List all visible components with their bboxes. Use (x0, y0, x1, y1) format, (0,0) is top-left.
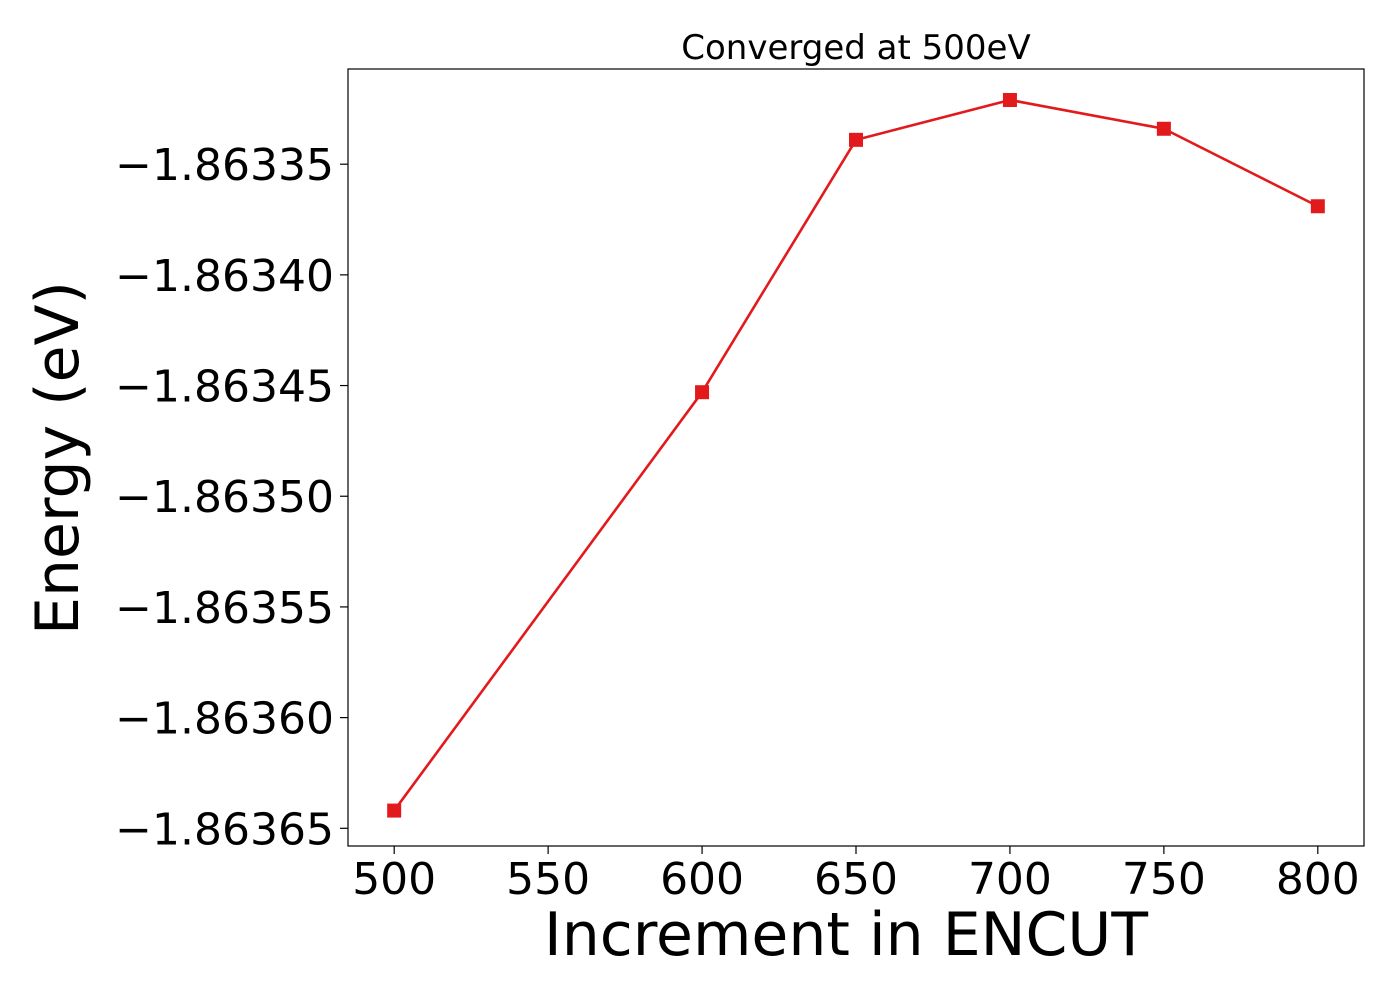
y-axis-ticks: −1.86365 −1.86360 −1.86355 −1.86350 −1.86345… (115, 140, 348, 855)
series-line (393, 98, 1319, 812)
y-tick-label: −1.86340 (115, 251, 334, 302)
x-tick-label: 600 (660, 854, 744, 905)
x-tick-label: 750 (1122, 854, 1206, 905)
y-tick-label: −1.86345 (115, 362, 334, 413)
x-tick-label: 700 (968, 854, 1052, 905)
y-tick-label: −1.86360 (115, 694, 334, 745)
x-tick-label: 500 (352, 854, 436, 905)
x-tick-label: 800 (1276, 854, 1360, 905)
x-tick-label: 550 (506, 854, 590, 905)
data-point-marker (1002, 92, 1017, 107)
chart-title: Converged at 500eV (681, 28, 1030, 68)
series-layer (387, 92, 1325, 818)
data-point-marker (849, 132, 863, 147)
x-tick-label: 650 (814, 854, 898, 905)
data-point-marker (1310, 199, 1325, 214)
data-point-marker (695, 385, 710, 400)
plot-area (347, 68, 1365, 847)
y-tick-label: −1.86335 (115, 140, 334, 191)
x-axis-label: Increment in ENCUT (544, 900, 1148, 970)
data-point-marker (387, 803, 402, 818)
y-axis-label: Energy (eV) (23, 281, 93, 635)
y-tick-label: −1.86365 (115, 804, 334, 855)
x-axis-ticks: 500 550 600 650 700 750 800 (352, 846, 1360, 905)
y-tick-label: −1.86350 (115, 472, 334, 523)
y-tick-label: −1.86355 (115, 583, 334, 634)
data-point-marker (1156, 121, 1171, 136)
